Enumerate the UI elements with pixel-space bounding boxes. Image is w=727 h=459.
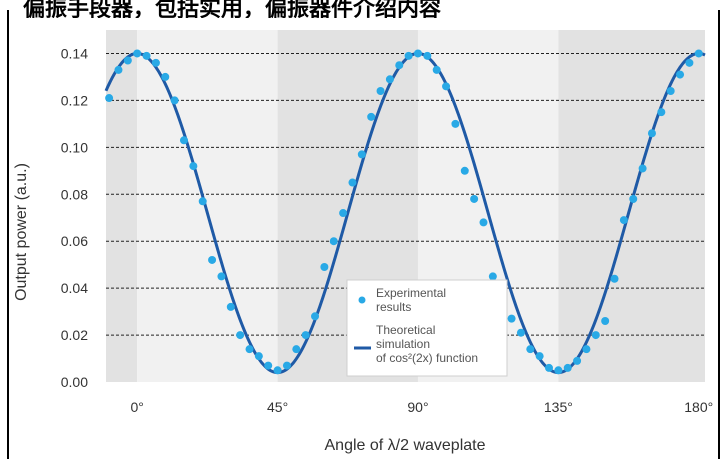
- data-point: [423, 51, 432, 60]
- data-point: [179, 136, 188, 145]
- data-point: [404, 51, 413, 60]
- legend-marker-experimental: [358, 296, 366, 304]
- data-point: [217, 272, 226, 281]
- data-point: [629, 194, 638, 203]
- x-tick-label: 45°: [267, 399, 288, 415]
- data-point: [657, 108, 666, 117]
- legend-label-theoretical-line3: of cos²(2x) function: [376, 351, 478, 365]
- data-point: [460, 166, 469, 175]
- legend-box: [346, 279, 508, 377]
- data-point: [582, 345, 591, 354]
- data-point: [357, 150, 366, 159]
- x-tick-label: 135°: [544, 399, 573, 415]
- data-point: [208, 255, 217, 264]
- y-axis-label: Output power (a.u.): [13, 163, 30, 301]
- data-point: [301, 331, 310, 340]
- x-tick-label: 90°: [407, 399, 428, 415]
- theoretical-curve: [104, 51, 706, 375]
- data-point: [676, 70, 685, 79]
- data-point: [226, 302, 235, 311]
- y-tick-labels: 0.00 0.02 0.04 0.06 0.08 0.10 0.12 0.14: [61, 45, 88, 390]
- data-point: [516, 328, 525, 337]
- data-point: [451, 119, 460, 128]
- data-point: [545, 363, 554, 372]
- data-point: [638, 164, 647, 173]
- data-point: [526, 345, 535, 354]
- data-point: [647, 129, 656, 138]
- data-point: [282, 361, 291, 370]
- data-point: [151, 58, 160, 67]
- data-point: [685, 58, 694, 67]
- data-point: [488, 272, 497, 281]
- experimental-points: [105, 49, 703, 375]
- data-point: [133, 49, 142, 58]
- data-point: [254, 352, 263, 361]
- cropped-heading-text: 偏振手段器，包括实用，偏振器件介绍内容: [23, 0, 442, 18]
- data-point: [601, 316, 610, 325]
- y-tick-label: 0.02: [61, 327, 88, 343]
- data-point: [563, 363, 572, 372]
- y-tick-label: 0.00: [61, 374, 88, 390]
- data-point: [470, 194, 479, 203]
- data-point: [311, 312, 320, 321]
- y-tick-label: 0.10: [61, 139, 88, 155]
- data-point: [114, 65, 123, 74]
- data-point: [385, 75, 394, 84]
- data-point: [320, 263, 329, 272]
- data-point: [123, 56, 132, 65]
- data-point: [395, 61, 404, 70]
- data-point: [694, 49, 703, 58]
- data-point: [554, 366, 563, 375]
- data-point: [479, 218, 488, 227]
- legend-label-theoretical-line1: Theoretical: [376, 323, 435, 337]
- data-point: [507, 314, 516, 323]
- data-point: [666, 87, 675, 96]
- legend-label-theoretical-line2: simulation: [376, 337, 430, 351]
- legend-label-experimental-line1: Experimental: [376, 286, 446, 300]
- legend: Experimental results Theoretical simulat…: [346, 279, 508, 377]
- data-point: [610, 274, 619, 283]
- data-point: [339, 209, 348, 218]
- y-tick-label: 0.14: [61, 45, 88, 61]
- background-band: [137, 30, 278, 382]
- data-point: [198, 197, 207, 206]
- data-point: [292, 345, 301, 354]
- data-point: [535, 352, 544, 361]
- x-axis-label: Angle of λ/2 waveplate: [325, 437, 486, 454]
- y-tick-label: 0.04: [61, 280, 88, 296]
- data-point: [329, 237, 338, 246]
- x-tick-label: 0°: [131, 399, 144, 415]
- data-point: [432, 65, 441, 74]
- data-point: [348, 178, 357, 187]
- y-tick-label: 0.06: [61, 233, 88, 249]
- data-point: [170, 96, 179, 105]
- data-point: [413, 49, 422, 58]
- data-point: [619, 216, 628, 225]
- background-band: [106, 30, 138, 382]
- data-point: [189, 162, 198, 171]
- x-tick-labels: 0° 45° 90° 135° 180°: [131, 399, 714, 415]
- y-tick-label: 0.12: [61, 92, 88, 108]
- y-tick-label: 0.08: [61, 186, 88, 202]
- data-point: [573, 356, 582, 365]
- theoretical-curve-layer: [104, 51, 706, 375]
- data-point: [142, 51, 151, 60]
- data-point: [264, 361, 273, 370]
- data-point: [245, 345, 254, 354]
- data-point: [367, 112, 376, 121]
- data-point: [105, 94, 114, 103]
- data-point: [236, 331, 245, 340]
- data-point: [442, 82, 451, 91]
- data-point: [273, 366, 282, 375]
- legend-label-experimental-line2: results: [376, 300, 411, 314]
- data-point: [591, 331, 600, 340]
- data-point: [376, 87, 385, 96]
- figure-frame: 偏振手段器，包括实用，偏振器件介绍内容: [7, 0, 720, 459]
- x-tick-label: 180°: [684, 399, 713, 415]
- data-point: [161, 72, 170, 81]
